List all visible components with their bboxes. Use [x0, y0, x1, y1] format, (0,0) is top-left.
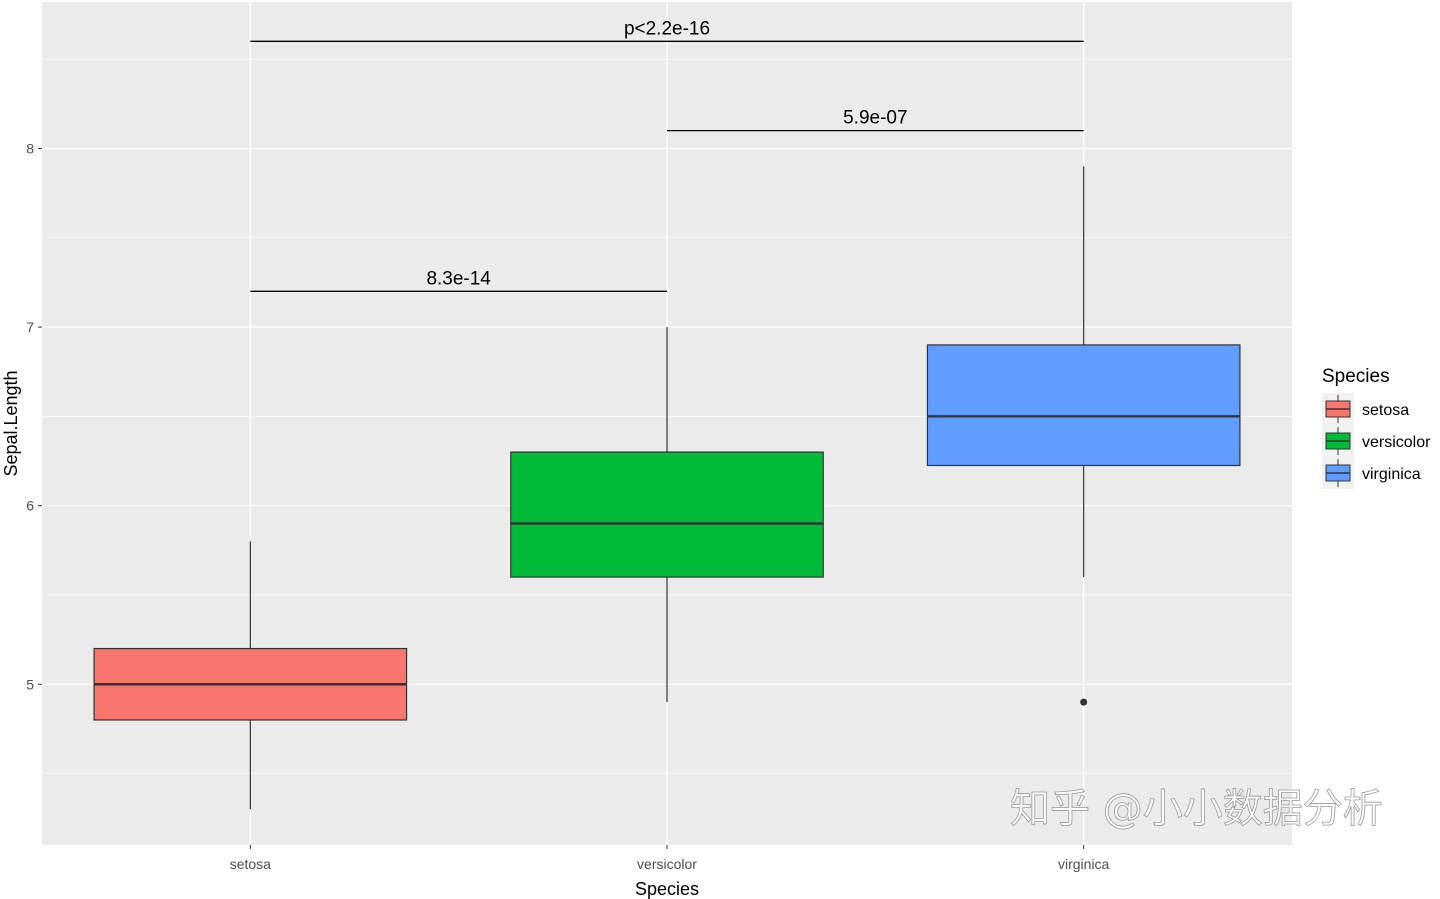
box-virginica [926, 344, 1241, 467]
x-axis-title: Species [635, 879, 699, 899]
y-tick-label: 6 [26, 498, 34, 514]
y-tick-label: 7 [26, 319, 34, 335]
x-tick-label: versicolor [637, 856, 697, 872]
watermark: 知乎 @小小数据分析 [1010, 786, 1383, 832]
legend-label: setosa [1362, 402, 1409, 419]
legend-label: virginica [1362, 466, 1421, 483]
legend-title: Species [1322, 366, 1390, 387]
p-value-label: p<2.2e-16 [624, 18, 710, 39]
p-value-label: 5.9e-07 [843, 108, 907, 129]
legend-label: versicolor [1362, 434, 1431, 451]
outlier-point [1080, 698, 1088, 706]
y-axis-title: Sepal.Length [1, 370, 21, 476]
x-tick-label: setosa [230, 856, 271, 872]
x-tick-label: virginica [1058, 856, 1110, 872]
box-versicolor [510, 451, 824, 578]
y-tick-label: 8 [26, 140, 34, 156]
p-value-label: 8.3e-14 [426, 268, 491, 289]
y-tick-label: 5 [26, 676, 34, 692]
